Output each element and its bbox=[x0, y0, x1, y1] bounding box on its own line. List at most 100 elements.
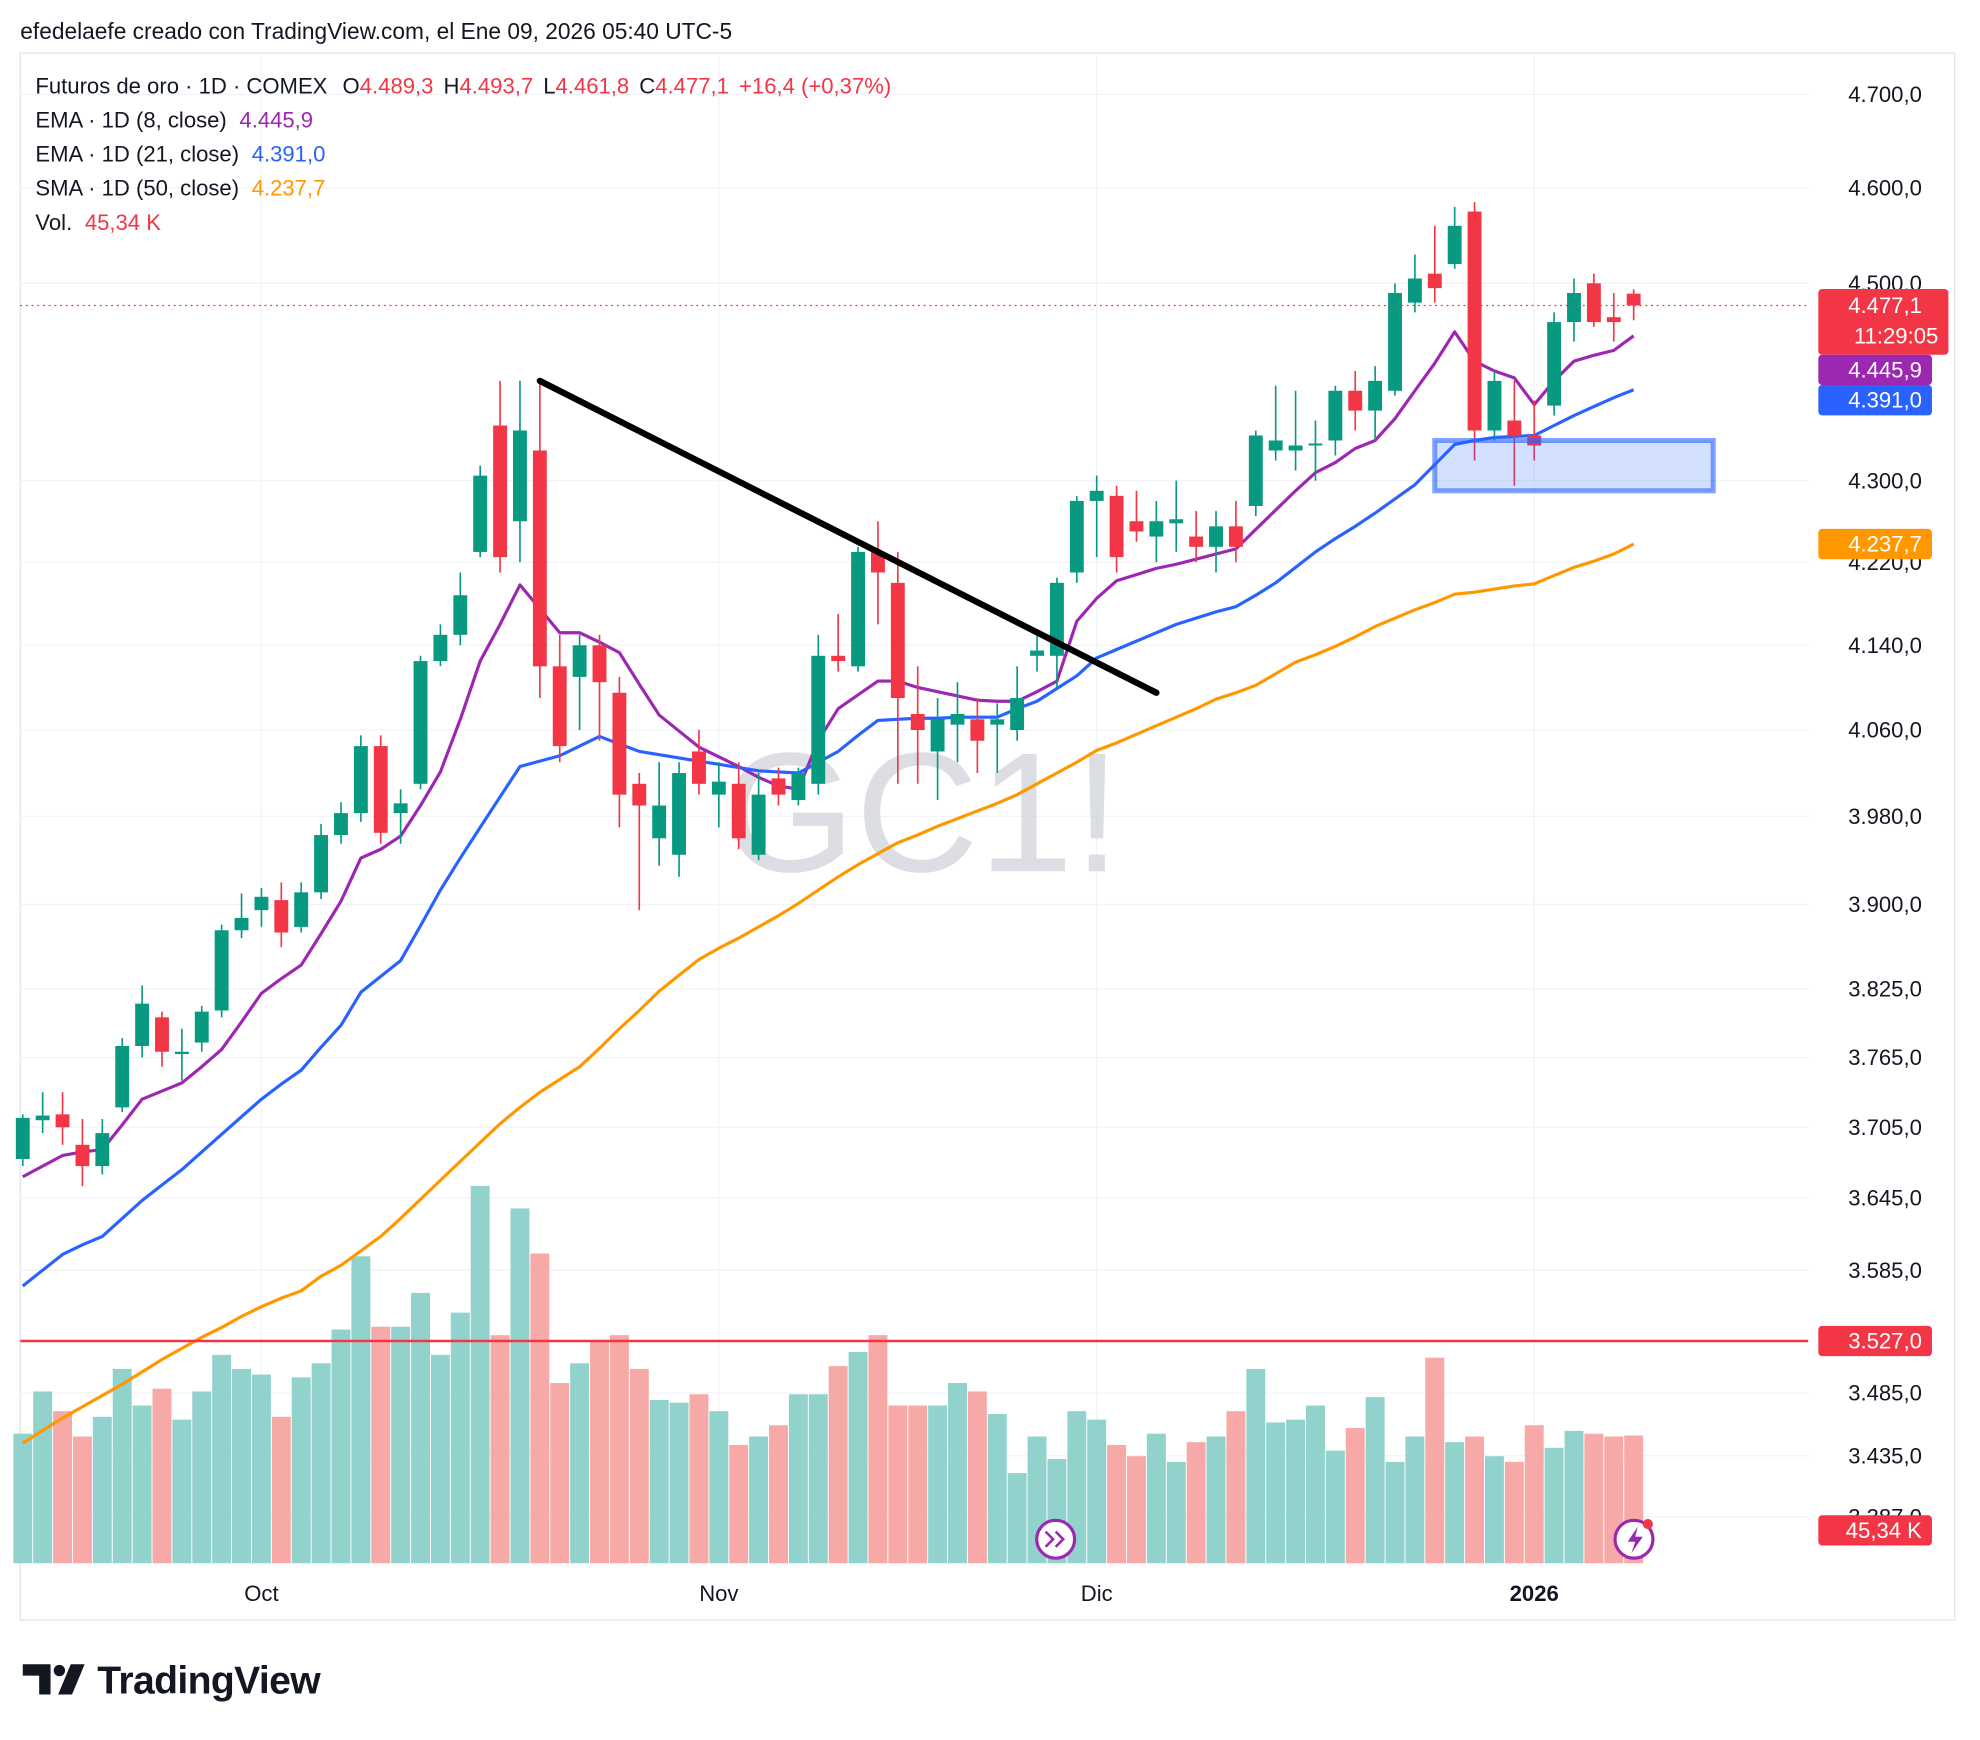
candle-body bbox=[592, 645, 607, 683]
candle-body bbox=[1069, 500, 1084, 573]
candle-body bbox=[632, 783, 647, 806]
volume-bar bbox=[232, 1368, 252, 1564]
axis-label: 4.445,9 bbox=[1848, 357, 1922, 382]
volume-bar bbox=[1146, 1433, 1166, 1564]
icon[interactable] bbox=[1035, 1518, 1077, 1560]
candle-body bbox=[334, 813, 348, 835]
legend-value: 4.461,8 bbox=[556, 73, 630, 98]
volume-bar bbox=[570, 1363, 590, 1564]
candle-body bbox=[353, 746, 368, 814]
volume-bar bbox=[351, 1256, 371, 1564]
volume-bar bbox=[1266, 1422, 1286, 1564]
candle-body bbox=[1228, 526, 1243, 547]
legend-value: 4.489,3 bbox=[360, 73, 434, 98]
y-tick-label: 4.700,0 bbox=[1848, 82, 1922, 107]
legend-name: EMA · 1D (8, close) bbox=[35, 108, 226, 133]
candle-body bbox=[433, 634, 448, 662]
y-tick-label: 3.825,0 bbox=[1848, 976, 1922, 1001]
volume-bar bbox=[1465, 1436, 1485, 1564]
volume-bar bbox=[331, 1329, 351, 1564]
axis-label-box bbox=[1818, 528, 1932, 560]
candle-body bbox=[1626, 293, 1641, 306]
candle-body bbox=[1030, 650, 1044, 656]
candle-body bbox=[274, 900, 289, 933]
candle-body bbox=[890, 582, 905, 699]
candle-body bbox=[95, 1133, 110, 1167]
volume-bar bbox=[132, 1405, 152, 1564]
volume-bar bbox=[212, 1354, 232, 1564]
candle-body bbox=[1547, 322, 1562, 406]
candle-body bbox=[851, 551, 865, 667]
candle-body bbox=[1288, 445, 1303, 451]
axis-label: 4.237,7 bbox=[1848, 532, 1922, 557]
volume-bar bbox=[1087, 1419, 1107, 1564]
volume-bar bbox=[1186, 1442, 1206, 1564]
axis-label: 45,34 K bbox=[1846, 1518, 1922, 1543]
candle-body bbox=[1010, 698, 1025, 731]
volume-bar bbox=[1484, 1456, 1504, 1564]
axis-label-box bbox=[1818, 289, 1949, 355]
y-tick-label: 3.705,0 bbox=[1848, 1115, 1922, 1140]
candle-body bbox=[1089, 490, 1104, 501]
candle-body bbox=[612, 692, 627, 795]
volume-bar bbox=[291, 1377, 311, 1564]
legend-value: 4.237,7 bbox=[252, 176, 326, 201]
legend-name: Vol. bbox=[35, 210, 72, 235]
volume-bar bbox=[1524, 1425, 1544, 1564]
candle-body bbox=[552, 666, 567, 747]
volume-bar bbox=[251, 1374, 271, 1564]
bottom-icons bbox=[1035, 1518, 1655, 1560]
candle-body bbox=[393, 803, 408, 814]
candle-body bbox=[731, 783, 746, 839]
candle-body bbox=[572, 645, 587, 677]
legend-name: EMA · 1D (21, close) bbox=[35, 142, 239, 167]
legend-row: Vol. 45,34 K bbox=[35, 210, 161, 235]
candle-body bbox=[155, 1017, 169, 1052]
volume-bar bbox=[908, 1405, 928, 1564]
volume-bar bbox=[1107, 1444, 1127, 1564]
legend-row: EMA · 1D (21, close) 4.391,0 bbox=[35, 142, 325, 167]
volume-bar bbox=[470, 1185, 490, 1564]
volume-bar bbox=[729, 1444, 749, 1564]
volume-bar bbox=[709, 1411, 729, 1564]
volume-bar bbox=[1305, 1405, 1325, 1564]
volume-bar bbox=[550, 1383, 570, 1564]
x-tick-label: Dic bbox=[1081, 1581, 1113, 1606]
candle-body bbox=[135, 1003, 150, 1046]
y-tick-label: 3.645,0 bbox=[1848, 1186, 1922, 1211]
y-tick-label: 3.900,0 bbox=[1848, 892, 1922, 917]
candle-body bbox=[373, 746, 388, 833]
candle-body bbox=[791, 772, 806, 801]
logo-shape bbox=[58, 1664, 85, 1695]
indicator-line bbox=[21, 388, 1635, 1288]
candle-body bbox=[234, 917, 249, 931]
x-tick-label: 2026 bbox=[1510, 1581, 1559, 1606]
volume-bar bbox=[530, 1253, 550, 1564]
candle-body bbox=[711, 781, 726, 795]
volume-bar bbox=[72, 1436, 92, 1564]
axis-label: 4.391,0 bbox=[1848, 388, 1922, 413]
trendline bbox=[536, 377, 1160, 696]
legend-title: Futuros de oro · 1D · COMEX bbox=[35, 73, 327, 98]
candle-body bbox=[1388, 292, 1402, 391]
volume-bar bbox=[629, 1368, 649, 1564]
volume-bar bbox=[868, 1335, 888, 1564]
legend-value: 4.391,0 bbox=[252, 142, 326, 167]
candle-body bbox=[1467, 211, 1482, 431]
candle-body bbox=[1487, 380, 1502, 431]
candle-body bbox=[1427, 273, 1442, 289]
volume-bar bbox=[13, 1433, 33, 1564]
y-tick-label: 3.765,0 bbox=[1848, 1045, 1922, 1070]
candle-body bbox=[831, 655, 846, 662]
volume-bar bbox=[172, 1419, 192, 1564]
candle-body bbox=[413, 661, 428, 784]
candle-body bbox=[1606, 317, 1621, 323]
candle-body bbox=[751, 794, 766, 855]
y-tick-label: 3.585,0 bbox=[1848, 1258, 1922, 1283]
volume-bar bbox=[450, 1312, 470, 1564]
legend-key: H bbox=[444, 73, 460, 98]
volume-bar bbox=[808, 1394, 828, 1564]
candle-body bbox=[254, 896, 269, 911]
candle-body bbox=[1109, 495, 1124, 558]
